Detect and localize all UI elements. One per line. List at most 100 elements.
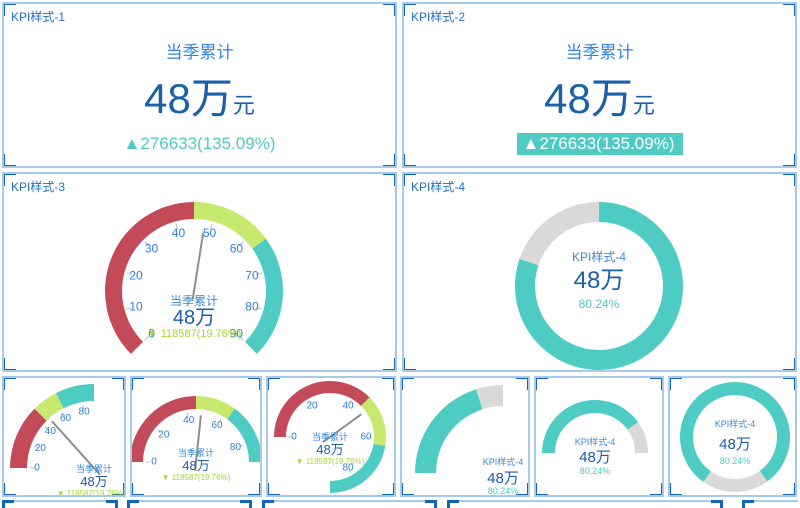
- corner-bracket: [650, 483, 662, 495]
- panel-mini-gauge-3[interactable]: 0 20 40 60 80 当季累计 48万 ▼ 118587(19.76%): [266, 376, 396, 497]
- corner-bracket: [402, 378, 414, 390]
- corner-bracket: [783, 378, 795, 390]
- panel-label: KPI样式-3: [11, 180, 66, 194]
- ring-center-value: 48万: [573, 267, 625, 294]
- svg-text:10: 10: [129, 300, 143, 314]
- kpi-title: 当季累计: [165, 43, 234, 62]
- corner-bracket: [650, 378, 662, 390]
- corner-bracket: [112, 483, 124, 495]
- ring-center-value: 48万: [487, 470, 519, 487]
- panel-mini-ring-1[interactable]: KPI样式-4 48万 80.24%: [400, 376, 530, 497]
- svg-text:60: 60: [211, 420, 223, 431]
- down-triangle-icon: ▼: [56, 489, 65, 497]
- mini-gauge-chart-2[interactable]: 0 20 40 60 80: [132, 378, 260, 495]
- svg-text:20: 20: [129, 268, 143, 282]
- svg-text:40: 40: [45, 426, 57, 437]
- corner-bracket: [783, 358, 795, 370]
- svg-text:90: 90: [230, 326, 244, 340]
- gauge-delta-text: 118587(19.76%): [305, 457, 365, 466]
- svg-text:0: 0: [151, 457, 157, 468]
- svg-text:80: 80: [230, 442, 242, 453]
- gauge-center-value: 48万: [172, 307, 216, 329]
- panel-label: KPI样式-1: [11, 10, 66, 24]
- svg-text:80: 80: [79, 406, 91, 417]
- svg-text:60: 60: [360, 432, 372, 443]
- kpi-delta: ▲276633(135.09%): [4, 134, 395, 154]
- kpi-title: 当季累计: [565, 43, 634, 62]
- panel-kpi-style-2[interactable]: KPI样式-2 当季累计 48万元 ▲276633(135.09%): [402, 2, 797, 168]
- panel-mini-ring-2[interactable]: KPI样式-4 48万 80.24%: [534, 376, 664, 497]
- corner-bracket: [112, 378, 124, 390]
- ring-center-title: KPI样式-4: [482, 457, 524, 467]
- corner-bracket: [404, 4, 416, 16]
- corner-bracket: [4, 378, 16, 390]
- svg-text:40: 40: [342, 400, 354, 411]
- corner-bracket: [132, 483, 144, 495]
- corner-bracket: [382, 483, 394, 495]
- panel-mini-ring-3[interactable]: KPI样式-4 48万 80.24%: [668, 376, 797, 497]
- corner-bracket: [4, 483, 16, 495]
- kpi-value-unit: 元: [232, 93, 255, 118]
- svg-text:60: 60: [60, 413, 72, 424]
- panel-mini-gauge-1[interactable]: 0 20 40 60 80 当季累计 48万 ▼ 118587(19.76%): [2, 376, 126, 497]
- corner-bracket: [4, 4, 16, 16]
- corner-bracket: [4, 154, 16, 166]
- next-row-panel-top: [262, 500, 437, 508]
- gauge-delta-text: 118587(19.76%): [160, 328, 242, 340]
- gauge-center-value: 48万: [182, 458, 210, 473]
- svg-text:60: 60: [230, 242, 244, 256]
- up-triangle-icon: ▲: [522, 134, 540, 153]
- corner-bracket: [383, 4, 395, 16]
- corner-bracket: [516, 483, 528, 495]
- svg-text:20: 20: [35, 443, 47, 454]
- corner-bracket: [783, 154, 795, 166]
- down-triangle-icon: ▼: [146, 328, 158, 340]
- panel-kpi-style-4[interactable]: KPI样式-4 KPI样式-4 48万 80.24%: [402, 172, 797, 372]
- gauge-center-title: 当季累计: [311, 432, 349, 442]
- svg-text:30: 30: [145, 242, 159, 256]
- corner-bracket: [383, 154, 395, 166]
- corner-bracket: [268, 483, 280, 495]
- gauge-center-title: 当季累计: [75, 464, 113, 474]
- corner-bracket: [248, 483, 260, 495]
- mini-ring-chart-3[interactable]: [670, 378, 795, 495]
- ring-center-value: 48万: [719, 436, 751, 453]
- panel-mini-gauge-2[interactable]: 0 20 40 60 80 当季累计 48万 ▼ 118587(19.76%): [130, 376, 262, 497]
- gauge-center-delta: ▼ 118587(19.76%): [296, 457, 365, 467]
- ring-center-percent: 80.24%: [719, 456, 751, 466]
- corner-bracket: [516, 378, 528, 390]
- next-row-panel-top: [127, 500, 252, 508]
- corner-bracket: [670, 378, 682, 390]
- panel-kpi-style-1[interactable]: KPI样式-1 当季累计 48万元 ▲276633(135.09%): [2, 2, 397, 168]
- mini-gauge-chart-3[interactable]: 0 20 40 60 80: [268, 378, 394, 495]
- corner-bracket: [4, 358, 16, 370]
- gauge-center-title: 当季累计: [169, 294, 219, 308]
- mini-ring-chart-1[interactable]: [402, 378, 528, 495]
- gauge-center-delta: ▼ 118587(19.76%): [56, 489, 124, 497]
- corner-bracket: [783, 483, 795, 495]
- panel-kpi-style-3[interactable]: 0 10 20 30 40 50 60 70 80 90 KPI样式-3 当季累计 48万 ▼ 1…: [2, 172, 397, 372]
- svg-text:0: 0: [148, 326, 155, 340]
- gauge-center-title: 当季累计: [177, 448, 215, 458]
- ring-center-title: KPI样式-4: [714, 419, 756, 429]
- corner-bracket: [402, 483, 414, 495]
- corner-bracket: [382, 378, 394, 390]
- gauge-center-value: 48万: [80, 474, 108, 489]
- corner-bracket: [4, 174, 16, 186]
- ring-center-percent: 80.24%: [578, 297, 620, 311]
- svg-text:70: 70: [245, 268, 259, 282]
- kpi-delta-text: 276633(135.09%): [140, 134, 276, 153]
- down-triangle-icon: ▼: [161, 473, 170, 482]
- ring-center-percent: 80.24%: [579, 466, 611, 476]
- ring-center-percent: 80.24%: [487, 486, 519, 496]
- next-row-panel-top: [447, 500, 723, 508]
- svg-text:40: 40: [183, 415, 195, 426]
- corner-bracket: [404, 358, 416, 370]
- svg-text:80: 80: [342, 463, 354, 474]
- svg-text:0: 0: [291, 432, 297, 443]
- up-triangle-icon: ▲: [123, 134, 141, 153]
- kpi4-ring-chart[interactable]: [404, 174, 795, 370]
- mini-ring-chart-2[interactable]: [536, 378, 662, 495]
